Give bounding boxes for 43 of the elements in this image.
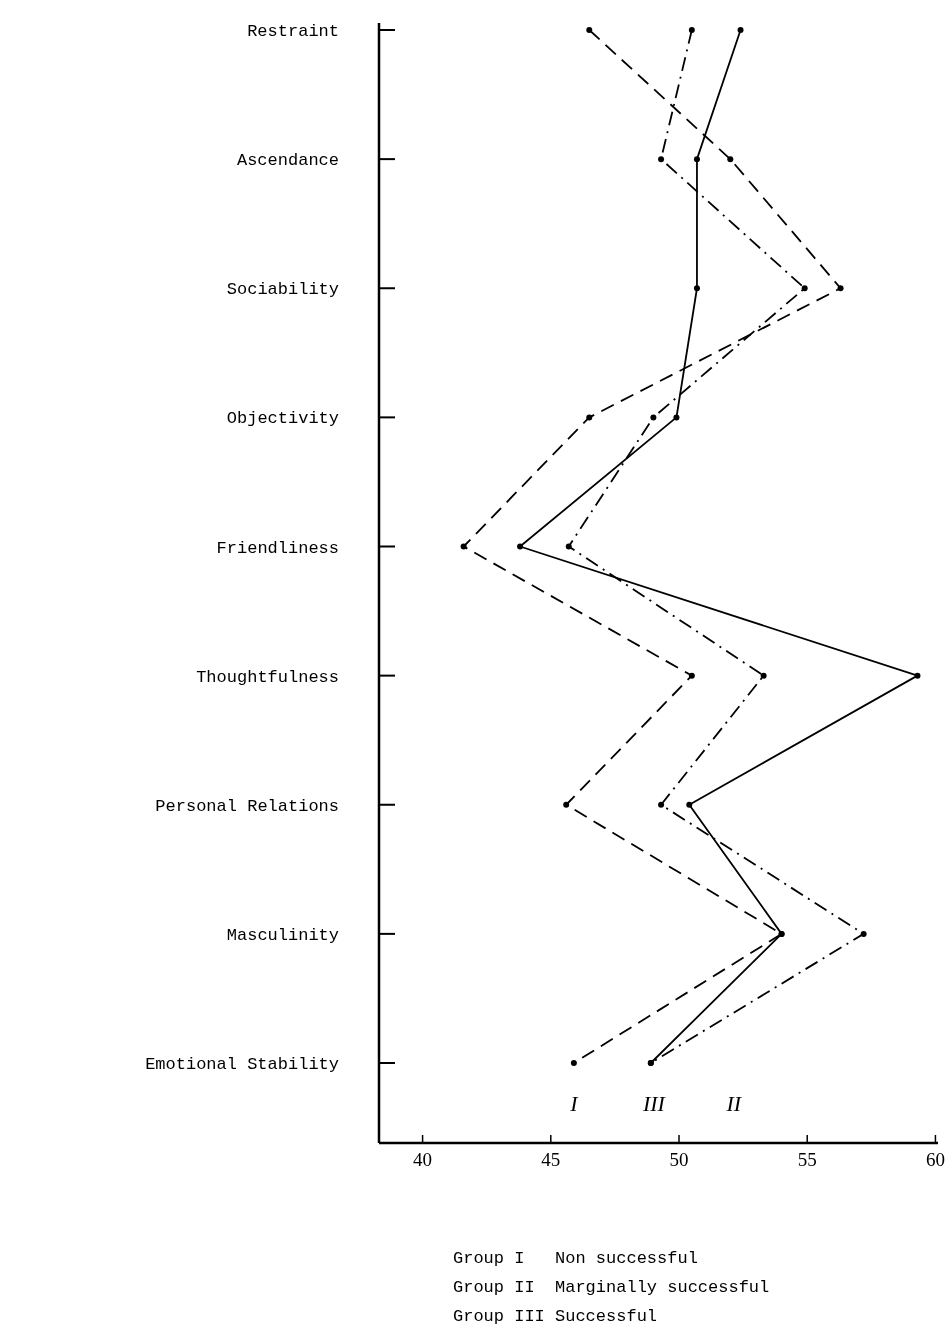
- point: [658, 156, 665, 163]
- point: [460, 543, 467, 550]
- point: [570, 1060, 577, 1066]
- text: II: [725, 1091, 743, 1116]
- point: [673, 414, 680, 421]
- point: [727, 156, 734, 163]
- y-tick-label: Emotional Stability: [145, 1055, 339, 1074]
- y-tick-label: Personal Relations: [155, 796, 339, 816]
- point: [517, 543, 524, 550]
- series-label: III: [641, 1091, 667, 1116]
- text: Group I Non successful: [453, 1249, 698, 1268]
- point: [563, 801, 570, 808]
- point: [686, 801, 693, 808]
- point: [837, 285, 844, 292]
- x-tick-label: 40: [413, 1149, 433, 1170]
- point: [737, 27, 744, 33]
- y-tick-label: Sociability: [226, 280, 339, 300]
- x-tick-label: 60: [925, 1149, 945, 1170]
- point: [693, 285, 700, 292]
- y-tick-label: Masculinity: [226, 925, 339, 945]
- point: [760, 672, 767, 679]
- point: [693, 156, 700, 163]
- point: [801, 285, 808, 292]
- point: [914, 672, 921, 679]
- point: [860, 930, 867, 937]
- y-tick-label: Ascendance: [236, 151, 339, 171]
- y-tick-label: Thoughtfulness: [196, 667, 339, 687]
- point: [688, 672, 695, 679]
- point: [658, 801, 665, 808]
- text: Group II Marginally successful: [453, 1278, 770, 1297]
- point: [586, 27, 593, 33]
- y-tick-label: Objectivity: [226, 409, 339, 429]
- x-tick-label: 55: [797, 1149, 817, 1170]
- point: [688, 27, 695, 33]
- y-tick-label: Restraint: [247, 22, 339, 41]
- y-tick-label: Friendliness: [216, 538, 339, 558]
- point: [586, 414, 593, 421]
- series-label: I: [569, 1091, 580, 1116]
- point: [650, 414, 657, 421]
- x-tick-label: 45: [541, 1149, 561, 1170]
- x-tick-label: 50: [669, 1149, 689, 1170]
- text: Group III Successful: [453, 1307, 658, 1325]
- point: [565, 543, 572, 550]
